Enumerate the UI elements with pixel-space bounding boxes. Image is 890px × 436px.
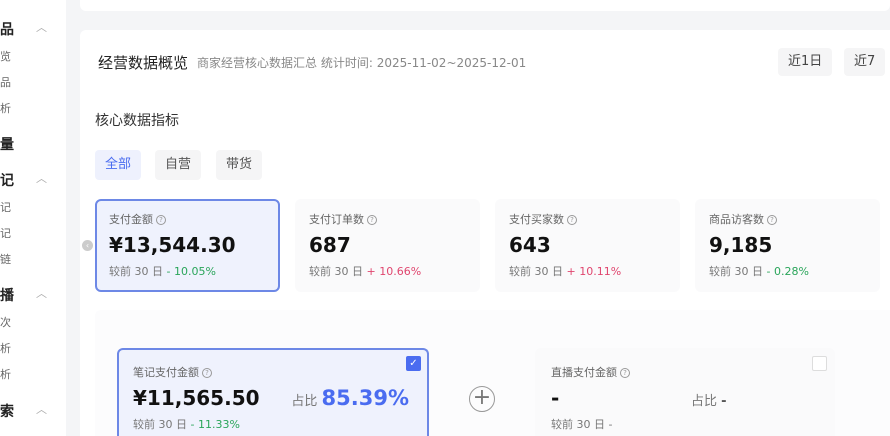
- compare-label: 较前 30 日: [709, 265, 763, 278]
- chevron-up-icon[interactable]: ︿: [36, 172, 47, 185]
- chevron-up-icon[interactable]: ︿: [36, 287, 47, 300]
- sidebar-group[interactable]: 量: [0, 137, 14, 153]
- ratio-value: -: [721, 394, 727, 409]
- metric-value: -: [551, 386, 560, 410]
- sidebar-item[interactable]: 记: [0, 227, 11, 240]
- metric-label: 直播支付金额: [551, 366, 617, 379]
- scroll-left-icon[interactable]: ‹: [82, 240, 93, 251]
- sidebar-item[interactable]: 析: [0, 102, 11, 115]
- ratio-label: 占比: [291, 394, 318, 409]
- sidebar-group[interactable]: 记: [0, 173, 14, 189]
- date-button-1d[interactable]: 近1日: [778, 48, 833, 76]
- change-value: - 11.33%: [190, 418, 240, 431]
- checkbox-checked-icon[interactable]: ✓: [406, 356, 421, 371]
- sidebar-item[interactable]: 品: [0, 76, 11, 89]
- help-icon[interactable]: ?: [767, 215, 777, 225]
- stat-time: 统计时间: 2025-11-02~2025-12-01: [320, 56, 527, 70]
- metric-card[interactable]: 商品访客数? 9,185 较前 30 日 - 0.28%: [695, 199, 880, 292]
- note-payment-card[interactable]: ✓ 笔记支付金额? ¥11,565.50 占比 85.39% 较前 30 日 -…: [117, 348, 429, 436]
- help-icon[interactable]: ?: [156, 215, 166, 225]
- compare-label: 较前 30 日: [551, 418, 605, 431]
- metric-value: 643: [509, 233, 551, 257]
- change-value: - 0.28%: [766, 265, 809, 278]
- change-value: -: [608, 418, 613, 431]
- metric-card[interactable]: 支付买家数? 643 较前 30 日 + 10.11%: [495, 199, 680, 292]
- help-icon[interactable]: ?: [567, 215, 577, 225]
- sidebar-item[interactable]: 次: [0, 316, 11, 329]
- ratio-label: 占比: [691, 394, 718, 409]
- metric-value: ¥11,565.50: [133, 386, 260, 410]
- compare-label: 较前 30 日: [309, 265, 363, 278]
- sidebar-group[interactable]: 播: [0, 288, 14, 304]
- overview-panel: 经营数据概览 商家经营核心数据汇总 统计时间: 2025-11-02~2025-…: [80, 30, 890, 436]
- sidebar-item[interactable]: 览: [0, 50, 11, 63]
- metric-label: 笔记支付金额: [133, 366, 199, 379]
- metric-value: ¥13,544.30: [109, 233, 236, 257]
- metric-label: 支付订单数: [309, 213, 364, 226]
- metric-label: 支付金额: [109, 213, 153, 226]
- change-value: + 10.11%: [566, 265, 622, 278]
- tab-all[interactable]: 全部: [95, 150, 142, 180]
- top-card: [80, 0, 890, 11]
- tab-affiliate[interactable]: 带货: [216, 150, 263, 180]
- tab-self[interactable]: 自营: [155, 150, 202, 180]
- page-title: 经营数据概览: [98, 54, 189, 72]
- sidebar-item[interactable]: 链: [0, 253, 11, 266]
- ratio: 占比 85.39%: [291, 386, 409, 410]
- subtitle-text: 商家经营核心数据汇总: [197, 56, 318, 70]
- metric-label: 商品访客数: [709, 213, 764, 226]
- sidebar-item[interactable]: 析: [0, 368, 11, 381]
- metric-card[interactable]: 支付金额? ¥13,544.30 较前 30 日 - 10.05%: [95, 199, 280, 292]
- sidebar-group[interactable]: 品: [0, 22, 14, 38]
- compare-label: 较前 30 日: [109, 265, 163, 278]
- metric-label: 支付买家数: [509, 213, 564, 226]
- help-icon[interactable]: ?: [367, 215, 377, 225]
- help-icon[interactable]: ?: [202, 368, 212, 378]
- plus-icon: +: [469, 386, 495, 412]
- chevron-up-icon[interactable]: ︿: [36, 403, 47, 416]
- sidebar: 品 ︿ 览品析量记 ︿ 记记链播 ︿ 次析析索 ︿: [0, 0, 66, 436]
- sidebar-group[interactable]: 索: [0, 404, 14, 420]
- breakdown-panel: ✓ 笔记支付金额? ¥11,565.50 占比 85.39% 较前 30 日 -…: [95, 310, 890, 436]
- sidebar-item[interactable]: 析: [0, 342, 11, 355]
- checkbox-unchecked-icon[interactable]: [812, 356, 827, 371]
- section-title: 核心数据指标: [95, 113, 179, 129]
- live-payment-card[interactable]: 直播支付金额? - 占比 - 较前 30 日 -: [535, 348, 835, 436]
- metric-card[interactable]: 支付订单数? 687 较前 30 日 + 10.66%: [295, 199, 480, 292]
- date-button-7d[interactable]: 近7: [844, 48, 886, 76]
- change-value: - 10.05%: [166, 265, 216, 278]
- compare-label: 较前 30 日: [509, 265, 563, 278]
- chevron-up-icon[interactable]: ︿: [36, 21, 47, 34]
- change-value: + 10.66%: [366, 265, 422, 278]
- page-subtitle: 商家经营核心数据汇总 统计时间: 2025-11-02~2025-12-01: [197, 54, 526, 71]
- help-icon[interactable]: ?: [620, 368, 630, 378]
- compare-label: 较前 30 日: [133, 418, 187, 431]
- ratio-value: 85.39%: [321, 386, 409, 410]
- ratio: 占比 -: [691, 390, 727, 409]
- metric-value: 687: [309, 233, 351, 257]
- sidebar-item[interactable]: 记: [0, 201, 11, 214]
- metric-value: 9,185: [709, 233, 773, 257]
